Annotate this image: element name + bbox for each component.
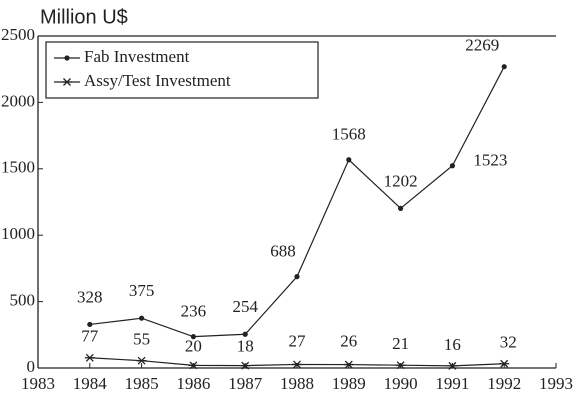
data-label: 32	[500, 333, 517, 352]
data-label: 26	[340, 331, 357, 350]
x-tick-label: 1986	[176, 374, 210, 393]
data-label: 375	[129, 281, 155, 300]
point	[62, 78, 72, 86]
y-tick-label: 2500	[1, 25, 35, 44]
x-tick-label: 1983	[21, 374, 55, 393]
point	[240, 361, 251, 370]
y-tick-label: 500	[10, 291, 36, 310]
x-tick-label: 1991	[435, 374, 469, 393]
point	[343, 360, 354, 369]
point	[449, 163, 455, 169]
point	[136, 356, 147, 365]
y-tick-label: 1500	[1, 158, 35, 177]
data-label: 1568	[332, 125, 366, 144]
point	[64, 55, 70, 61]
x-tick-label: 1993	[539, 374, 573, 393]
point	[294, 274, 300, 280]
point	[190, 334, 196, 340]
y-tick-label: 1000	[1, 224, 35, 243]
data-label: 254	[232, 297, 258, 316]
data-label: 1202	[384, 171, 418, 190]
data-label: 1523	[473, 151, 507, 170]
point	[139, 315, 145, 321]
point	[292, 360, 302, 369]
y-tick-label: 2000	[1, 91, 35, 110]
legend	[45, 41, 319, 99]
data-label: 77	[81, 327, 99, 346]
x-tick-label: 1987	[228, 374, 263, 393]
legend-label: Assy/Test Investment	[84, 71, 231, 90]
data-label: 688	[270, 242, 296, 261]
point	[346, 157, 352, 163]
data-label: 16	[444, 335, 461, 354]
data-label: 328	[77, 287, 103, 306]
data-label: 2269	[465, 36, 499, 55]
point	[395, 361, 406, 370]
point	[398, 205, 404, 211]
x-tick-label: 1984	[73, 374, 108, 393]
data-label: 21	[392, 334, 409, 353]
data-label: 55	[133, 330, 150, 349]
x-tick-label: 1989	[332, 374, 366, 393]
point	[87, 321, 93, 328]
legend-label: Fab Investment	[84, 47, 190, 66]
data-label: 27	[289, 331, 307, 350]
point	[499, 359, 510, 368]
chart-title: Million U$	[40, 6, 128, 28]
x-tick-label: 1992	[487, 374, 521, 393]
data-label: 236	[181, 302, 207, 321]
x-tick-label: 1990	[384, 374, 418, 393]
point	[447, 361, 458, 370]
point	[188, 361, 199, 370]
x-tick-label: 1985	[125, 374, 159, 393]
point	[242, 331, 248, 337]
data-label: 20	[185, 336, 202, 355]
y-tick-label: 0	[27, 357, 36, 376]
data-label: 18	[237, 337, 254, 356]
point	[84, 353, 95, 362]
x-tick-label: 1988	[280, 374, 314, 393]
point	[501, 64, 507, 70]
